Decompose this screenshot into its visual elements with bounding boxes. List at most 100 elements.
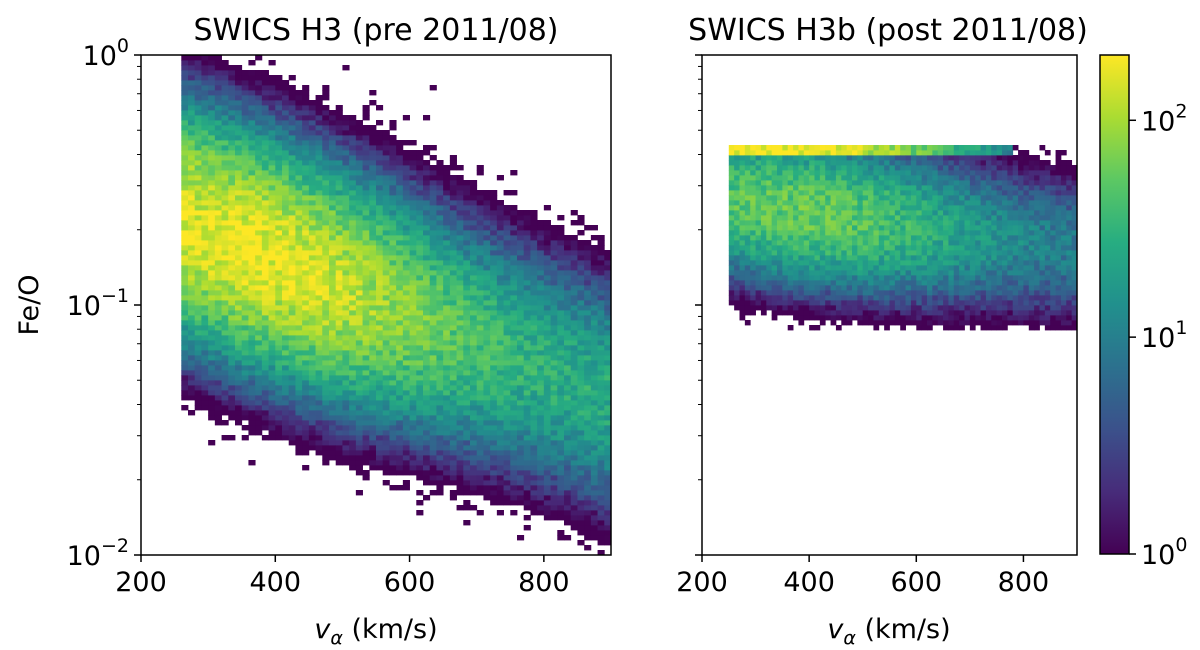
heatmap-cell — [228, 170, 236, 176]
heatmap-cell — [416, 300, 424, 306]
heatmap-cell — [275, 375, 283, 381]
heatmap-cell — [268, 140, 276, 146]
heatmap-cell — [181, 85, 189, 91]
heatmap-cell — [255, 365, 263, 371]
heatmap-cell — [261, 105, 269, 111]
heatmap-cell — [349, 465, 357, 471]
heatmap-cell — [396, 190, 404, 196]
heatmap-cell — [597, 445, 605, 451]
heatmap-cell — [228, 70, 236, 76]
heatmap-cell — [288, 360, 296, 366]
heatmap-cell — [510, 425, 518, 431]
heatmap-cell — [342, 220, 350, 226]
heatmap-cell — [537, 350, 545, 356]
heatmap-cell — [496, 215, 504, 221]
heatmap-cell — [208, 300, 216, 306]
heatmap-cell — [766, 205, 773, 211]
heatmap-cell — [423, 335, 431, 341]
heatmap-cell — [322, 295, 330, 301]
heatmap-cell — [248, 395, 256, 401]
heatmap-cell — [208, 395, 216, 401]
heatmap-cell — [282, 425, 290, 431]
heatmap-cell — [288, 205, 296, 211]
heatmap-cell — [181, 75, 189, 81]
heatmap-cell — [456, 490, 464, 496]
heatmap-cell — [261, 370, 269, 376]
heatmap-cell — [322, 390, 330, 396]
heatmap-cell — [268, 395, 276, 401]
heatmap-cell — [597, 295, 605, 301]
heatmap-cell — [416, 310, 424, 316]
heatmap-cell — [349, 195, 357, 201]
heatmap-cell — [201, 95, 209, 101]
heatmap-cell — [604, 400, 612, 406]
heatmap-cell — [248, 240, 256, 246]
heatmap-cell — [315, 375, 323, 381]
heatmap-cell — [590, 235, 598, 241]
heatmap-cell — [322, 215, 330, 221]
heatmap-cell — [570, 520, 578, 526]
heatmap-cell — [402, 160, 410, 166]
heatmap-cell — [335, 140, 343, 146]
heatmap-cell — [577, 480, 585, 486]
heatmap-cell — [342, 140, 350, 146]
heatmap-cell — [248, 335, 256, 341]
heatmap-cell — [355, 185, 363, 191]
heatmap-cell — [335, 120, 343, 126]
heatmap-cell — [490, 280, 498, 286]
heatmap-cell — [577, 475, 585, 481]
heatmap-cell — [496, 385, 504, 391]
heatmap-cell — [750, 180, 756, 186]
heatmap-cell — [463, 480, 471, 486]
heatmap-cell — [201, 220, 209, 226]
heatmap-cell — [483, 205, 491, 211]
heatmap-cell — [235, 280, 243, 286]
heatmap-cell — [470, 255, 478, 261]
heatmap-cell — [537, 485, 545, 491]
heatmap-cell — [423, 220, 431, 226]
heatmap-cell — [208, 385, 216, 391]
heatmap-cell — [228, 415, 236, 421]
heatmap-cell — [597, 275, 605, 281]
heatmap-cell — [793, 145, 799, 151]
heatmap-cell — [523, 220, 531, 226]
heatmap-cell — [429, 420, 437, 426]
heatmap-cell — [750, 305, 756, 311]
heatmap-cell — [355, 255, 363, 261]
heatmap-cell — [389, 140, 397, 146]
heatmap-cell — [282, 370, 290, 376]
heatmap-cell — [503, 490, 511, 496]
heatmap-cell — [564, 250, 572, 256]
heatmap-cell — [470, 225, 478, 231]
heatmap-cell — [590, 370, 598, 376]
heatmap-cell — [564, 325, 572, 331]
heatmap-cell — [221, 80, 229, 86]
heatmap-cell — [355, 410, 363, 416]
heatmap-cell — [584, 345, 592, 351]
heatmap-cell — [355, 125, 363, 131]
heatmap-cell — [543, 300, 551, 306]
heatmap-cell — [771, 285, 778, 291]
heatmap-cell — [221, 260, 229, 266]
heatmap-cell — [282, 300, 290, 306]
heatmap-cell — [255, 110, 263, 116]
heatmap-cell — [342, 385, 350, 391]
heatmap-cell — [201, 320, 209, 326]
heatmap-cell — [456, 235, 464, 241]
heatmap-cell — [329, 290, 337, 296]
heatmap-cell — [449, 285, 457, 291]
heatmap-cell — [728, 180, 735, 186]
heatmap-cell — [308, 165, 316, 171]
heatmap-cell — [463, 395, 471, 401]
heatmap-cell — [416, 330, 424, 336]
heatmap-cell — [235, 305, 243, 311]
heatmap-cell — [255, 430, 263, 436]
heatmap-cell — [517, 215, 525, 221]
heatmap-cell — [496, 325, 504, 331]
heatmap-cell — [809, 155, 815, 161]
heatmap-cell — [396, 470, 404, 476]
heatmap-cell — [436, 345, 444, 351]
heatmap-cell — [782, 285, 789, 291]
heatmap-cell — [570, 235, 578, 241]
heatmap-cell — [221, 130, 229, 136]
